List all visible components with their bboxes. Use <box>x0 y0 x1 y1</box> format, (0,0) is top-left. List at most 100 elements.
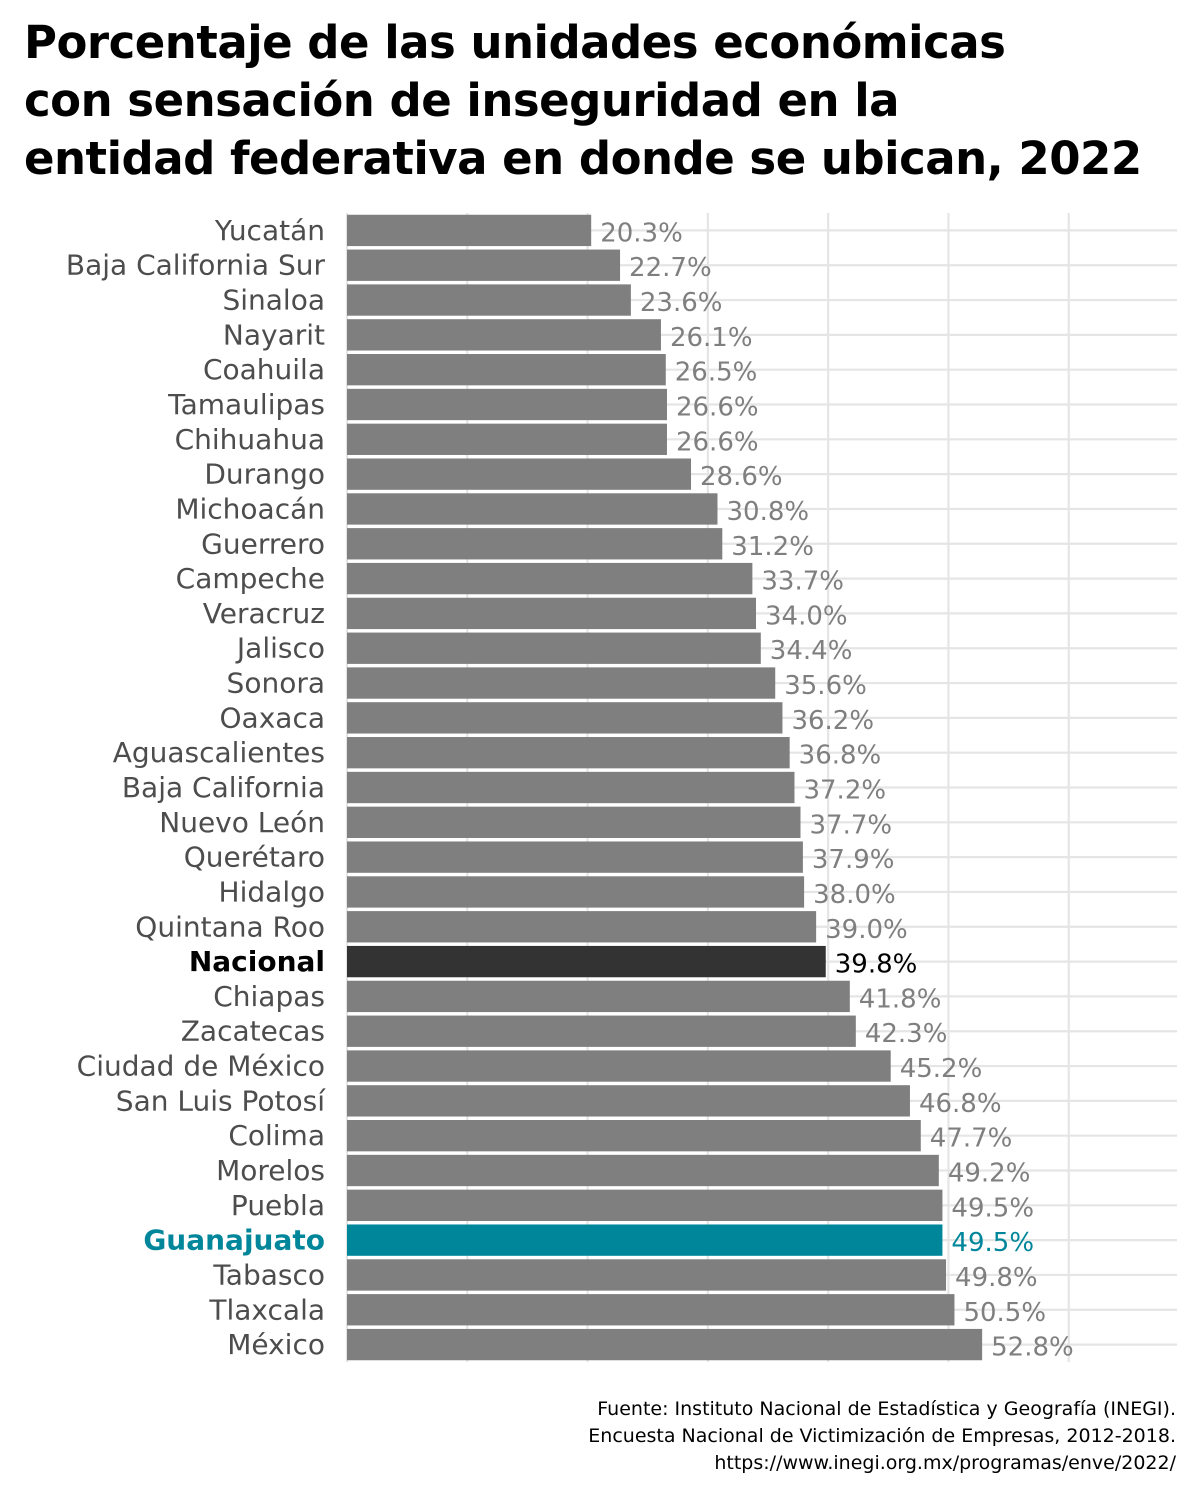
category-label: Colima <box>228 1119 325 1152</box>
category-label: Quintana Roo <box>135 910 325 943</box>
category-label: Yucatán <box>214 214 325 247</box>
value-label: 34.4% <box>770 636 853 666</box>
category-label: Chihuahua <box>175 423 325 456</box>
category-label: Coahuila <box>203 353 325 386</box>
value-label: 26.1% <box>670 323 753 353</box>
bar <box>347 737 790 769</box>
category-label: Veracruz <box>203 597 325 630</box>
bar <box>347 458 692 490</box>
bar <box>347 284 631 316</box>
category-label: Ciudad de México <box>77 1050 325 1083</box>
category-label: Tlaxcala <box>208 1293 325 1326</box>
value-label: 20.3% <box>600 218 683 248</box>
value-label: 30.8% <box>726 497 809 527</box>
value-label: 28.6% <box>700 462 783 492</box>
value-label: 22.7% <box>629 253 712 283</box>
category-label: Campeche <box>176 562 325 595</box>
value-labels: 20.3% 22.7% 23.6% 26.1% 26.5% 26.6% 26.6% 28.6%… <box>600 218 1074 1362</box>
value-label: 23.6% <box>640 288 723 318</box>
value-label: 46.8% <box>919 1089 1002 1119</box>
value-label: 26.6% <box>676 393 759 423</box>
value-label: 49.8% <box>955 1263 1038 1293</box>
bar <box>347 667 776 699</box>
category-label: Baja California Sur <box>66 249 326 282</box>
bar <box>347 493 718 525</box>
category-label: Michoacán <box>175 492 325 525</box>
value-label: 49.2% <box>948 1159 1031 1189</box>
category-label: Aguascalientes <box>113 736 325 769</box>
value-label: 39.0% <box>825 915 908 945</box>
chart-title: Porcentaje de las unidades económicas co… <box>24 16 1142 185</box>
value-label: 47.7% <box>930 1124 1013 1154</box>
category-label: Sinaloa <box>222 284 325 317</box>
bar <box>347 841 803 873</box>
category-label: Nacional <box>189 945 325 978</box>
bar <box>347 1224 943 1256</box>
category-label: Nayarit <box>223 318 325 351</box>
bar <box>347 1050 891 1082</box>
value-label: 37.9% <box>812 845 895 875</box>
category-label: México <box>227 1328 325 1361</box>
value-label: 41.8% <box>859 984 942 1014</box>
category-label: Baja California <box>122 771 325 804</box>
value-label: 37.7% <box>809 810 892 840</box>
category-label: Hidalgo <box>219 875 325 908</box>
bar <box>347 319 661 351</box>
category-label: Tabasco <box>212 1258 325 1291</box>
bar <box>347 1328 983 1361</box>
bars <box>347 214 983 1361</box>
category-label: Morelos <box>216 1154 325 1187</box>
category-label: Guerrero <box>201 527 325 560</box>
bar <box>347 771 795 804</box>
value-label: 31.2% <box>731 532 814 562</box>
bar <box>347 214 592 247</box>
source-note: Fuente: Instituto Nacional de Estadístic… <box>588 1396 1176 1477</box>
value-label: 50.5% <box>963 1298 1046 1328</box>
source-line-3: https://www.inegi.org.mx/programas/enve/… <box>714 1452 1176 1474</box>
bar <box>347 354 666 386</box>
value-label: 49.5% <box>951 1193 1034 1223</box>
value-label: 34.0% <box>765 601 848 631</box>
value-label: 38.0% <box>813 880 896 910</box>
bar <box>347 1120 921 1152</box>
value-label: 42.3% <box>865 1019 948 1049</box>
category-label: Puebla <box>231 1189 325 1222</box>
value-label: 39.8% <box>835 950 918 980</box>
category-label: Sonora <box>227 667 325 700</box>
bar <box>347 876 805 908</box>
bar <box>347 1259 947 1291</box>
bar <box>347 945 826 978</box>
value-label: 35.6% <box>784 671 867 701</box>
category-label: San Luis Potosí <box>116 1084 326 1117</box>
category-label: Oaxaca <box>220 701 325 734</box>
bar <box>347 249 621 281</box>
value-label: 26.6% <box>676 427 759 457</box>
value-label: 36.2% <box>791 706 874 736</box>
value-label: 52.8% <box>991 1333 1074 1363</box>
bar <box>347 1294 955 1326</box>
bar <box>347 1189 943 1221</box>
bar <box>347 806 801 838</box>
source-line-1: Fuente: Instituto Nacional de Estadístic… <box>597 1398 1176 1420</box>
value-label: 26.5% <box>675 358 758 388</box>
bar <box>347 1085 910 1117</box>
value-label: 36.8% <box>799 741 882 771</box>
bar <box>347 911 817 943</box>
bar <box>347 528 723 560</box>
bar <box>347 632 761 664</box>
bar <box>347 1154 939 1187</box>
value-label: 45.2% <box>900 1054 983 1084</box>
category-label: Chiapas <box>213 980 325 1013</box>
bar <box>347 980 850 1013</box>
value-label: 37.2% <box>803 776 886 806</box>
value-label: 49.5% <box>951 1228 1034 1258</box>
bar <box>347 423 667 455</box>
category-label: Durango <box>204 458 325 491</box>
bar <box>347 388 667 421</box>
category-label: Jalisco <box>235 632 325 665</box>
bar <box>347 597 756 630</box>
source-line-2: Encuesta Nacional de Victimización de Em… <box>588 1425 1176 1447</box>
category-label: Zacatecas <box>181 1015 325 1048</box>
